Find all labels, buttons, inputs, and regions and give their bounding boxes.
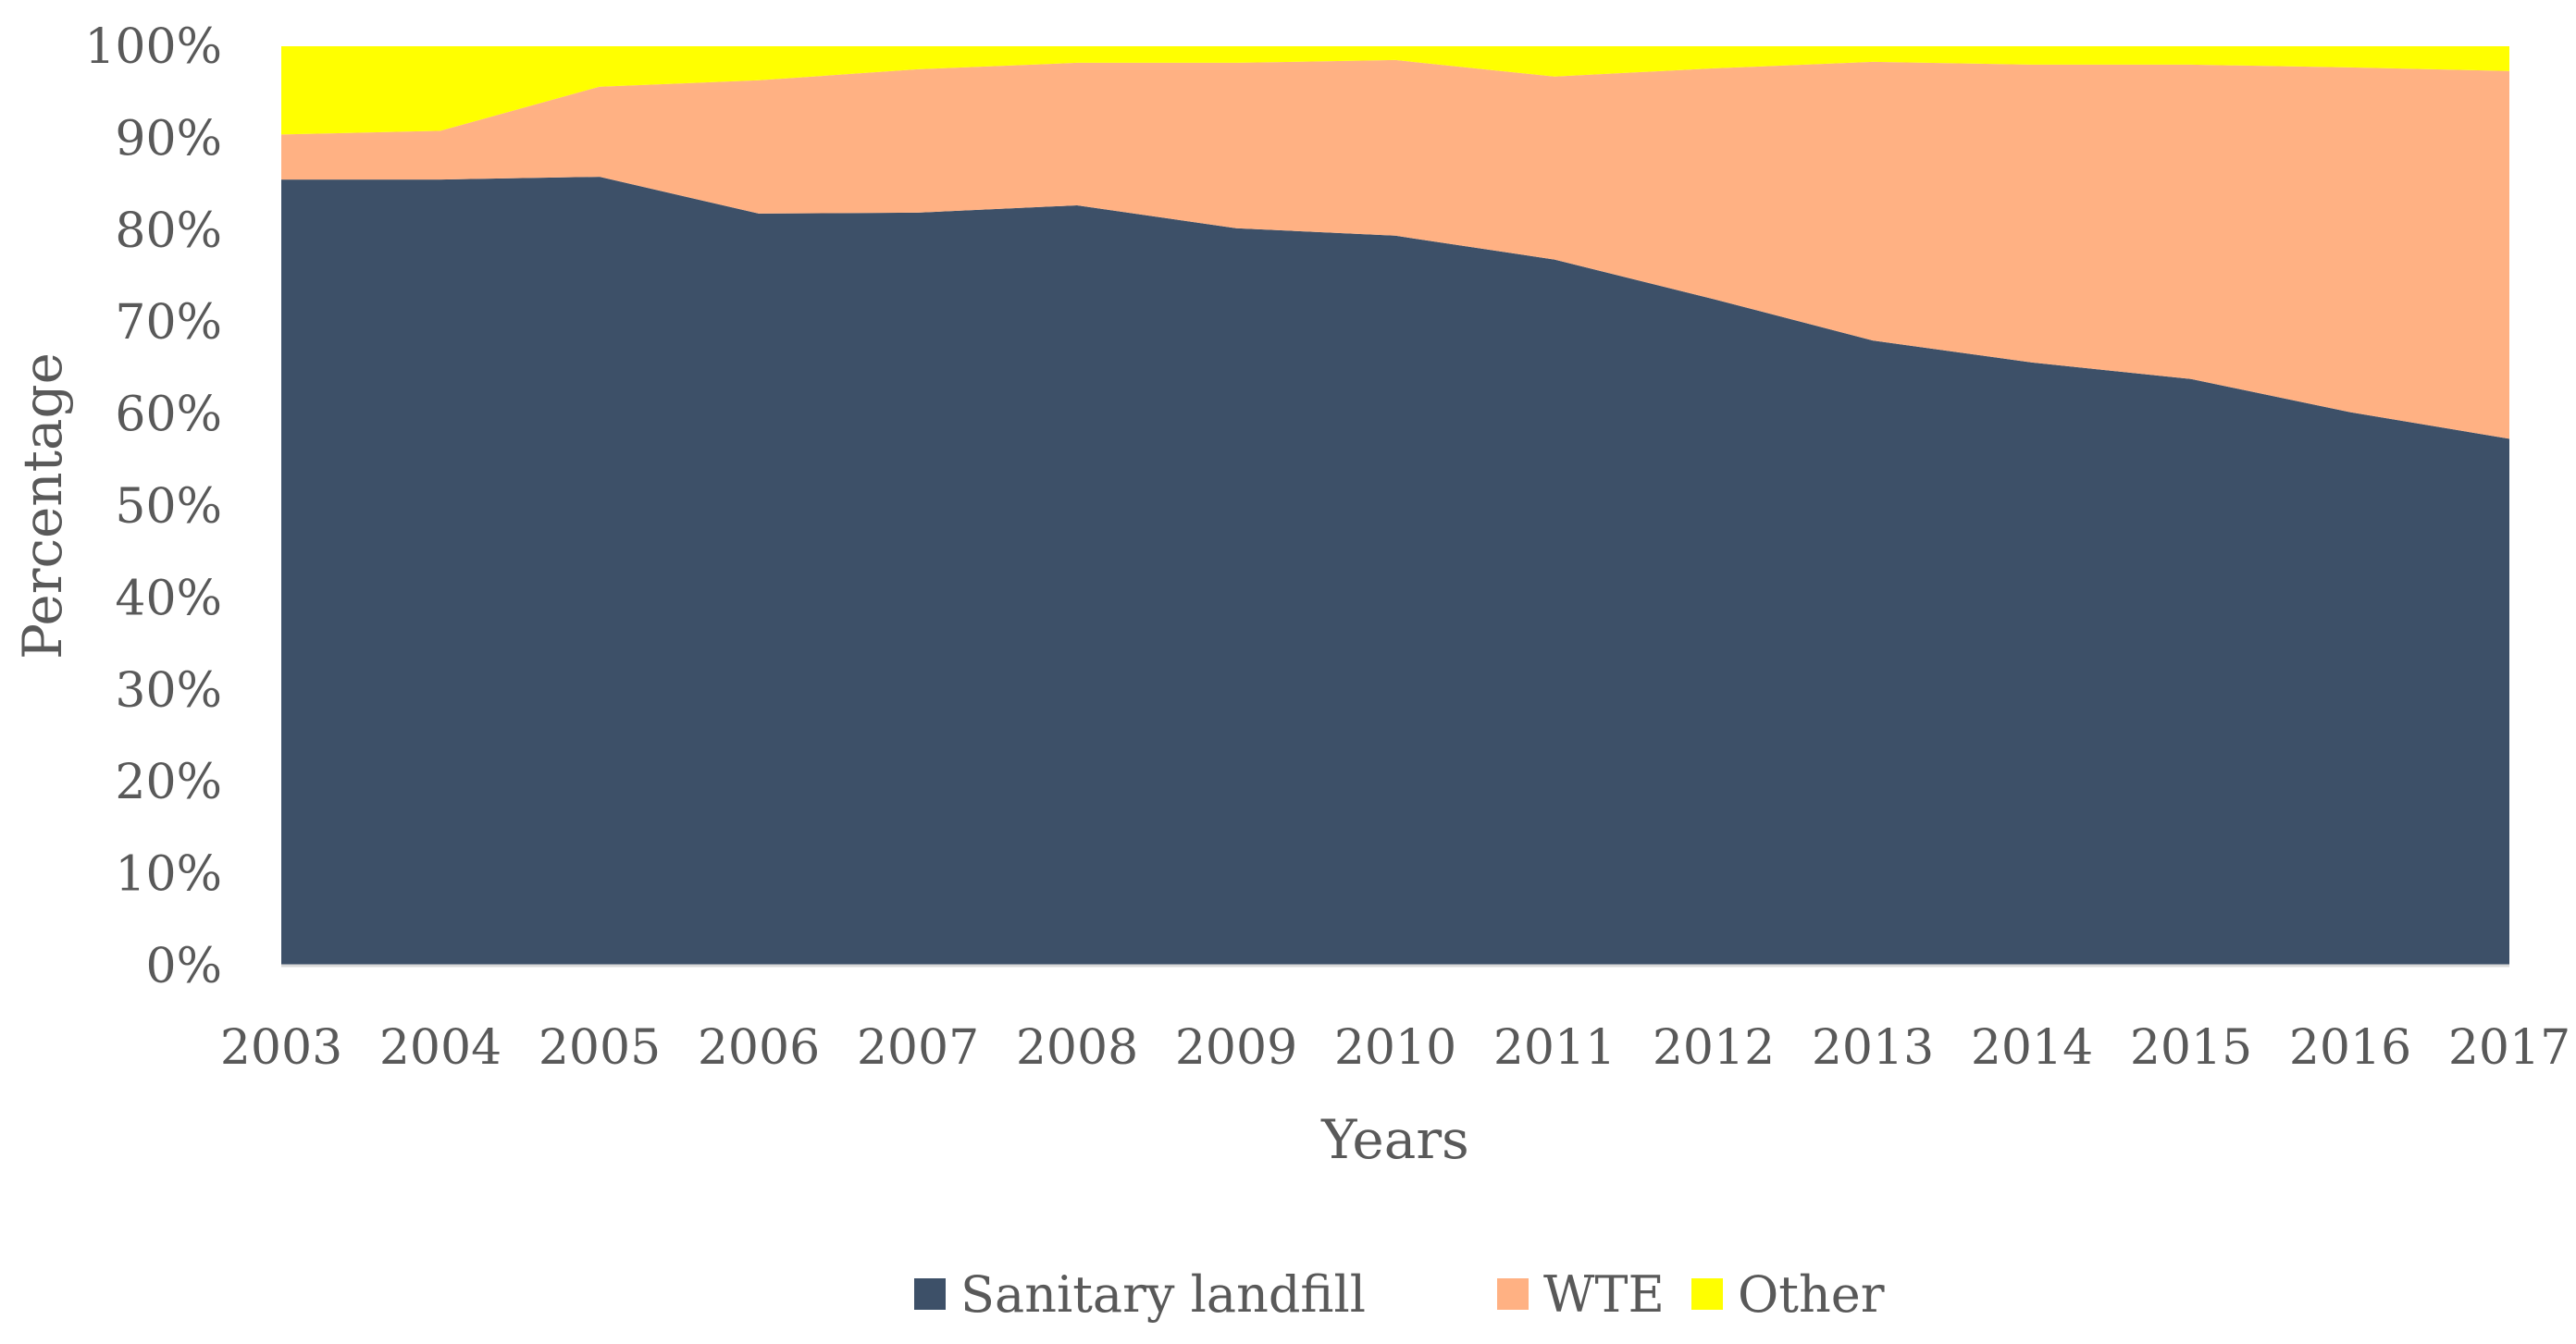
x-tick-label: 2006 xyxy=(698,1020,820,1076)
x-tick-label: 2005 xyxy=(539,1020,661,1076)
x-tick-label: 2008 xyxy=(1016,1020,1138,1076)
x-tick-label: 2009 xyxy=(1175,1020,1297,1076)
y-tick-label: 80% xyxy=(115,203,222,259)
legend-label-other: Other xyxy=(1738,1265,1885,1324)
x-tick-label: 2004 xyxy=(379,1020,502,1076)
x-tick-label: 2013 xyxy=(1812,1020,1934,1076)
area-other xyxy=(281,46,2509,135)
y-tick-label: 90% xyxy=(115,111,222,166)
y-tick-label: 50% xyxy=(115,479,222,535)
x-tick-label: 2015 xyxy=(2130,1020,2252,1076)
y-tick-label: 40% xyxy=(115,571,222,626)
area-wte xyxy=(281,59,2509,439)
x-tick-label: 2010 xyxy=(1334,1020,1456,1076)
x-tick-label: 2017 xyxy=(2448,1020,2570,1076)
legend-swatch-other xyxy=(1691,1278,1723,1310)
y-tick-label: 20% xyxy=(115,755,222,810)
legend-swatch-wte xyxy=(1497,1278,1529,1310)
x-tick-label: 2016 xyxy=(2289,1020,2411,1076)
y-axis-title: Percentage xyxy=(11,352,74,660)
x-tick-label: 2007 xyxy=(857,1020,979,1076)
y-axis-tick-labels: 0% 10% 20% 30% 40% 50% 60% 70% 80% 90% 100% xyxy=(84,19,222,994)
area-sanitary-landfill xyxy=(281,177,2509,967)
y-tick-label: 10% xyxy=(115,847,222,903)
legend-label-wte: WTE xyxy=(1543,1265,1665,1324)
x-tick-label: 2003 xyxy=(220,1020,342,1076)
y-tick-label: 100% xyxy=(84,19,222,75)
x-axis-title: Years xyxy=(1320,1108,1469,1171)
x-tick-label: 2011 xyxy=(1493,1020,1616,1076)
x-tick-label: 2012 xyxy=(1653,1020,1775,1076)
legend-swatch-sanitary-landfill xyxy=(914,1278,946,1310)
y-tick-label: 30% xyxy=(115,663,222,719)
y-tick-label: 70% xyxy=(115,295,222,351)
y-tick-label: 60% xyxy=(115,388,222,443)
area-series-group xyxy=(281,46,2509,967)
x-axis-tick-labels: 2003 2004 2005 2006 2007 2008 2009 2010 2011 2012… xyxy=(220,1020,2570,1076)
y-tick-label: 0% xyxy=(146,939,223,994)
legend: Sanitary landfill WTE Other xyxy=(914,1265,1885,1324)
x-tick-label: 2014 xyxy=(1971,1020,2093,1076)
legend-label-sanitary-landfill: Sanitary landfill xyxy=(960,1265,1366,1324)
